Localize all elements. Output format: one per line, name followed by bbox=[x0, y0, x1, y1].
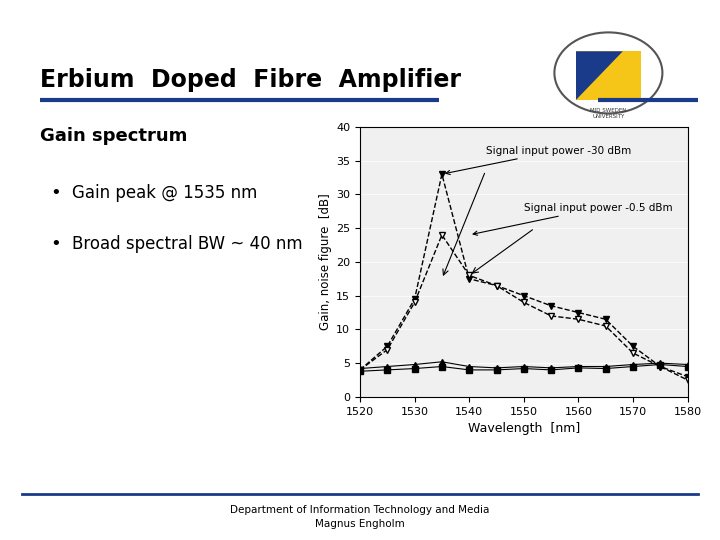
Text: Gain peak @ 1535 nm: Gain peak @ 1535 nm bbox=[72, 184, 257, 201]
Text: •: • bbox=[50, 235, 61, 253]
Text: Broad spectral BW ~ 40 nm: Broad spectral BW ~ 40 nm bbox=[72, 235, 302, 253]
X-axis label: Wavelength  [nm]: Wavelength [nm] bbox=[468, 422, 580, 435]
Y-axis label: Gain, noise figure  [dB]: Gain, noise figure [dB] bbox=[319, 193, 332, 330]
Polygon shape bbox=[576, 51, 623, 100]
Text: Gain spectrum: Gain spectrum bbox=[40, 127, 187, 145]
Text: Magnus Engholm: Magnus Engholm bbox=[315, 519, 405, 530]
FancyBboxPatch shape bbox=[576, 51, 641, 100]
Text: Erbium  Doped  Fibre  Amplifier: Erbium Doped Fibre Amplifier bbox=[40, 68, 461, 91]
Text: Signal input power -30 dBm: Signal input power -30 dBm bbox=[446, 145, 631, 174]
Text: MID SWEDEN
UNIVERSITY: MID SWEDEN UNIVERSITY bbox=[590, 108, 626, 119]
Text: Department of Information Technology and Media: Department of Information Technology and… bbox=[230, 505, 490, 515]
Text: Signal input power -0.5 dBm: Signal input power -0.5 dBm bbox=[473, 203, 672, 235]
Text: •: • bbox=[50, 184, 61, 201]
